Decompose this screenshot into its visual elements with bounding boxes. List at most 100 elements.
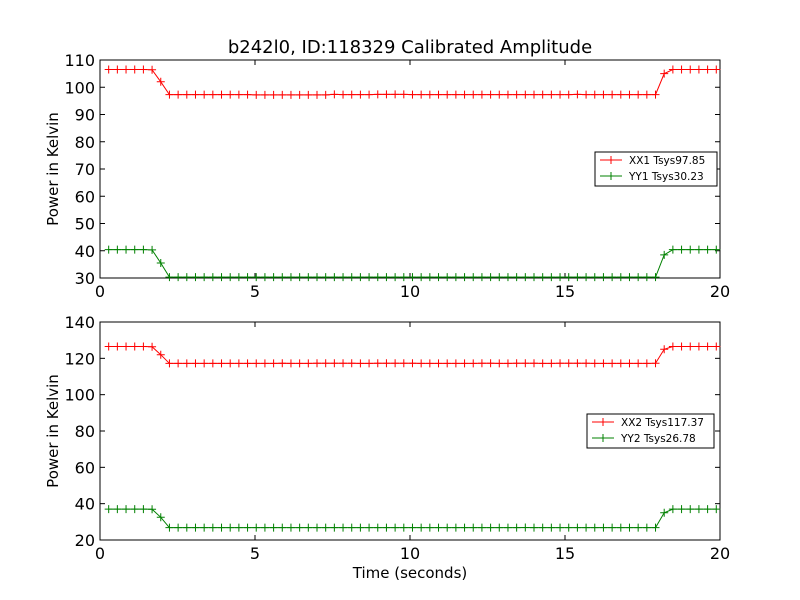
- data-point: [486, 523, 495, 532]
- data-point: [686, 245, 695, 254]
- data-point: [165, 90, 174, 99]
- data-point: [703, 245, 712, 254]
- y-axis-label: Power in Kelvin: [44, 374, 62, 488]
- y-tick-label: 20: [75, 531, 95, 550]
- data-point: [530, 273, 538, 282]
- data-point: [165, 523, 174, 532]
- data-point: [703, 65, 712, 74]
- data-point: [391, 90, 400, 99]
- data-point: [130, 342, 139, 351]
- data-point: [425, 359, 434, 368]
- data-point: [278, 359, 287, 368]
- data-point: [582, 523, 591, 532]
- data-point: [174, 273, 183, 282]
- data-point: [113, 65, 122, 74]
- data-point: [564, 90, 573, 99]
- x-tick-label: 5: [250, 544, 260, 563]
- data-point: [208, 90, 217, 99]
- data-point: [252, 90, 261, 99]
- data-point: [556, 359, 565, 368]
- data-point: [668, 342, 677, 351]
- data-point: [243, 273, 252, 282]
- data-point: [703, 342, 712, 351]
- data-point: [191, 273, 200, 282]
- data-point: [582, 90, 591, 99]
- data-point: [582, 273, 591, 282]
- data-point: [122, 342, 131, 351]
- data-point: [694, 342, 703, 351]
- data-point: [130, 65, 139, 74]
- y-tick-label: 90: [75, 106, 95, 125]
- data-point: [234, 273, 243, 282]
- data-point: [573, 273, 582, 282]
- data-point: [217, 359, 226, 368]
- data-point: [365, 273, 374, 282]
- data-point: [269, 90, 278, 99]
- data-point: [278, 273, 287, 282]
- data-point: [313, 359, 321, 368]
- data-point: [417, 90, 426, 99]
- data-point: [373, 273, 382, 282]
- x-tick-label: 10: [400, 282, 420, 301]
- data-point: [443, 90, 452, 99]
- data-point: [425, 523, 434, 532]
- data-point: [677, 505, 686, 514]
- data-point: [443, 359, 452, 368]
- top-panel: 0 5 10 15 20 30 40 50 60 70 80 90 100 110 Power in Kel…: [44, 51, 730, 301]
- data-point: [304, 359, 313, 368]
- data-point: [200, 273, 209, 282]
- data-point: [599, 273, 608, 282]
- data-point: [469, 273, 478, 282]
- legend-label: XX2 Tsys117.37: [621, 417, 704, 429]
- data-point: [599, 359, 608, 368]
- data-point: [148, 505, 157, 514]
- data-point: [156, 513, 165, 522]
- data-point: [165, 273, 174, 282]
- data-point: [590, 359, 599, 368]
- data-point: [252, 359, 261, 368]
- data-point: [547, 523, 556, 532]
- data-point: [417, 359, 426, 368]
- data-point: [651, 359, 660, 368]
- data-point: [260, 90, 269, 99]
- data-point: [330, 273, 339, 282]
- data-point: [538, 273, 547, 282]
- data-point: [530, 90, 538, 99]
- data-point: [556, 273, 565, 282]
- data-point: [651, 523, 660, 532]
- data-point: [434, 273, 443, 282]
- data-point: [477, 90, 486, 99]
- data-point: [495, 523, 504, 532]
- data-point: [208, 523, 217, 532]
- data-point: [304, 90, 313, 99]
- data-point: [234, 359, 243, 368]
- data-point: [668, 245, 677, 254]
- y-tick-label: 60: [75, 187, 95, 206]
- data-point: [486, 90, 495, 99]
- data-point: [503, 90, 512, 99]
- data-point: [130, 245, 139, 254]
- x-tick-label: 15: [555, 544, 575, 563]
- data-point: [634, 90, 643, 99]
- y-tick-label: 80: [75, 133, 95, 152]
- data-point: [252, 273, 261, 282]
- data-point: [174, 90, 183, 99]
- data-point: [139, 342, 148, 351]
- y-tick-label: 140: [64, 313, 95, 332]
- x-tick-label: 0: [95, 282, 105, 301]
- data-point: [564, 523, 573, 532]
- data-point: [148, 342, 157, 351]
- data-point: [260, 273, 269, 282]
- data-point: [668, 505, 677, 514]
- legend-box: [586, 413, 715, 449]
- data-point: [521, 359, 530, 368]
- data-point: [642, 523, 651, 532]
- data-point: [122, 245, 131, 254]
- data-point: [356, 523, 365, 532]
- data-point: [538, 523, 547, 532]
- data-point: [503, 359, 512, 368]
- data-point: [382, 523, 391, 532]
- data-point: [573, 523, 582, 532]
- data-point: [269, 273, 278, 282]
